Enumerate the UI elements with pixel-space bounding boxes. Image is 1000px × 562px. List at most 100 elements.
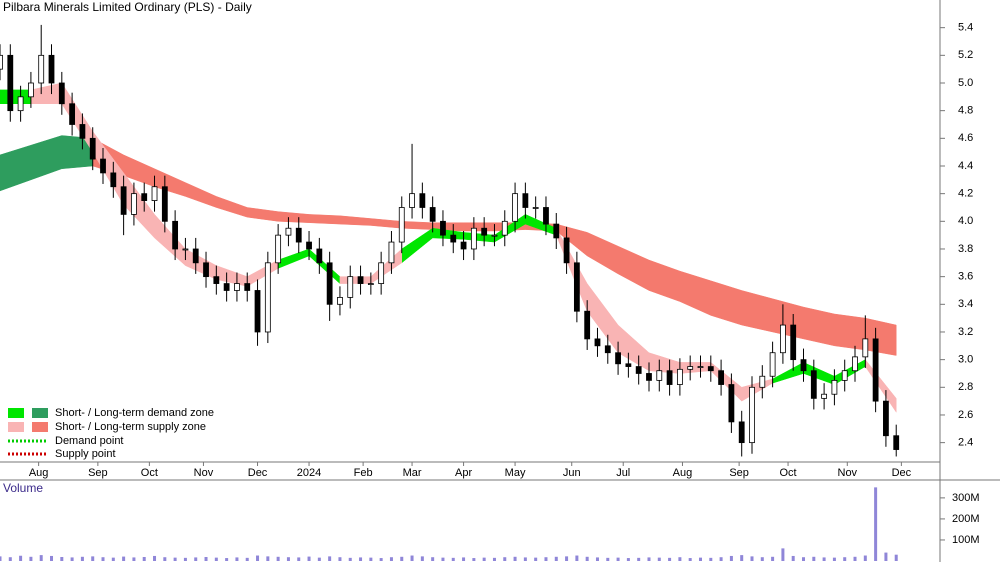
candle-body — [707, 366, 714, 372]
volume-bar — [317, 557, 321, 561]
x-tick-label: Mar — [403, 467, 422, 479]
volume-bar — [348, 557, 352, 561]
x-tick-label: Aug — [673, 467, 693, 479]
candle-body — [573, 262, 580, 312]
candle-body — [110, 172, 117, 188]
candle-body — [759, 375, 766, 388]
candle-body — [543, 207, 549, 225]
y-tick-label: 4.0 — [958, 215, 973, 227]
volume-bar — [802, 557, 806, 561]
candle-body — [810, 370, 817, 399]
volume-bar — [750, 556, 754, 561]
volume-bar — [183, 557, 187, 561]
volume-bar — [688, 558, 692, 561]
legend-swatch — [8, 422, 24, 432]
volume-bar — [29, 556, 33, 561]
candle-body — [584, 310, 591, 340]
y-tick-label: 2.8 — [958, 381, 973, 393]
candle-body — [563, 237, 570, 264]
volume-bar — [472, 558, 476, 561]
candle-body — [501, 220, 508, 236]
candle-body — [161, 186, 168, 222]
x-tick-label: Jul — [616, 467, 630, 479]
candle-body — [450, 234, 457, 243]
volume-bar — [286, 557, 290, 561]
candle-body — [244, 283, 251, 291]
volume-bar — [863, 555, 867, 561]
legend-label: Short- / Long-term supply zone — [55, 421, 206, 433]
candle-body — [398, 207, 405, 243]
volume-bar — [132, 557, 136, 561]
candle-body — [635, 366, 642, 374]
volume-bar — [122, 556, 126, 561]
candle-body — [738, 421, 745, 444]
candle-body — [512, 193, 518, 222]
candle-body — [491, 234, 498, 237]
candle-body — [131, 193, 137, 215]
volume-bar — [163, 557, 167, 561]
volume-bar — [843, 557, 847, 561]
volume-bar — [173, 557, 177, 561]
y-tick-label: 4.2 — [958, 188, 973, 200]
volume-bar — [50, 555, 54, 561]
volume-bar — [812, 556, 816, 561]
candle-body — [893, 435, 900, 450]
candle-body — [821, 393, 828, 399]
volume-bar — [822, 557, 826, 561]
candle-body — [38, 54, 45, 84]
x-tick-label: Apr — [455, 467, 472, 479]
volume-bar — [225, 558, 229, 561]
candle-body — [192, 248, 199, 264]
volume-bar — [791, 555, 795, 561]
volume-title: Volume — [3, 481, 43, 495]
x-tick-label: Jun — [563, 467, 581, 479]
candle-body — [213, 276, 220, 284]
volume-bar — [441, 557, 445, 561]
x-tick-label: Oct — [141, 467, 158, 479]
candle-body — [295, 227, 302, 243]
x-tick-label: Sep — [729, 467, 749, 479]
volume-bar — [709, 557, 713, 561]
candle-body — [151, 186, 158, 201]
candle-body — [697, 366, 704, 368]
volume-bar — [8, 557, 12, 561]
y-tick-label: 3.0 — [958, 354, 973, 366]
candle-body — [378, 262, 385, 284]
volume-bar — [276, 556, 280, 561]
volume-bar — [719, 557, 723, 561]
candle-body — [28, 82, 34, 98]
candle-body — [676, 368, 683, 385]
volume-bar — [451, 557, 455, 561]
legend-swatch — [32, 422, 48, 432]
x-tick-label: 2024 — [297, 467, 321, 479]
x-tick-label: Aug — [29, 467, 49, 479]
y-tick-label: 4.6 — [958, 132, 973, 144]
candle-body — [89, 137, 96, 160]
volume-bar — [111, 557, 115, 561]
candle-body — [79, 124, 86, 139]
candle-body — [234, 283, 240, 291]
volume-bar — [595, 557, 599, 561]
candle-body — [141, 193, 148, 201]
candle-body — [0, 54, 3, 70]
volume-bar — [379, 558, 383, 561]
candle-body — [285, 227, 292, 236]
volume-bar — [668, 557, 672, 561]
candle-body — [203, 262, 209, 278]
legend-label: Supply point — [55, 448, 116, 460]
candle-body — [182, 248, 189, 251]
volume-bar — [39, 555, 43, 561]
x-tick-label: Feb — [354, 467, 373, 479]
volume-bar — [616, 557, 620, 561]
y-tick-label: 200M — [952, 513, 980, 525]
candle-body — [687, 366, 694, 370]
candle-body — [337, 296, 343, 305]
volume-bar — [256, 555, 260, 561]
x-tick-label: Dec — [892, 467, 912, 479]
candle-body — [532, 207, 539, 209]
candle-body — [769, 352, 776, 377]
candle-body — [718, 370, 724, 385]
volume-bar — [534, 557, 538, 561]
